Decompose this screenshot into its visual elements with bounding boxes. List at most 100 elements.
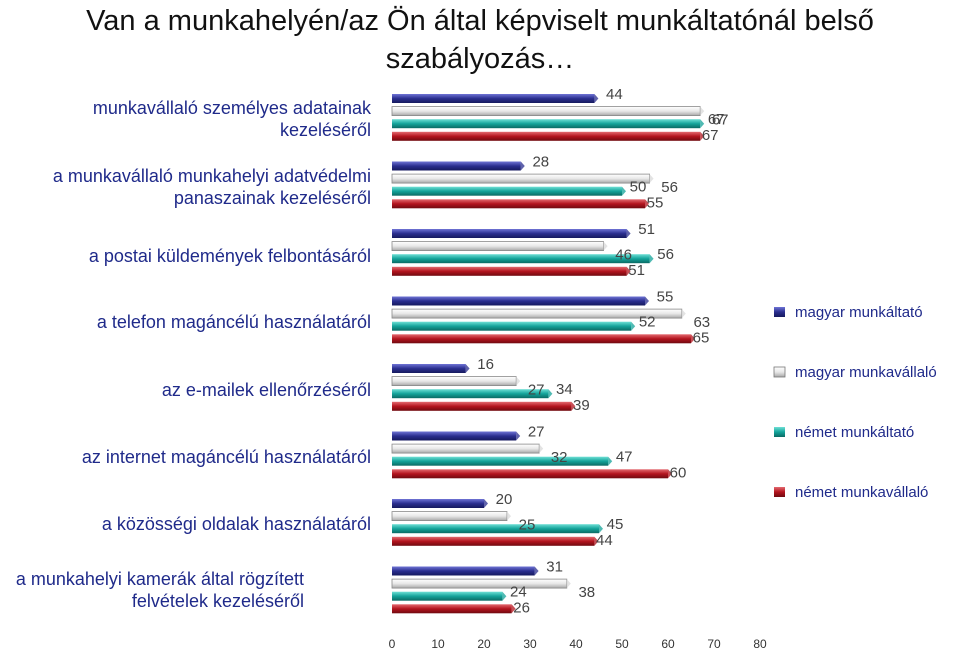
category-label: a telefon magáncélú használatáról	[97, 312, 371, 332]
bar-cap	[691, 334, 695, 344]
data-label: 60	[670, 464, 687, 481]
data-label: 16	[477, 356, 494, 373]
bar	[392, 604, 512, 614]
data-label: 39	[573, 397, 590, 414]
bar-cap	[631, 321, 636, 331]
bar-cap	[548, 389, 553, 399]
bar	[392, 254, 650, 264]
data-label: 67	[712, 112, 729, 129]
bar-cap	[465, 364, 470, 373]
bar-cap	[700, 106, 705, 116]
data-label: 31	[546, 559, 563, 576]
bar-cap	[603, 241, 608, 251]
data-label: 67	[702, 127, 719, 144]
legend-label: német munkavállaló	[795, 484, 928, 501]
legend-swatch	[774, 427, 785, 437]
bar-cap	[622, 186, 626, 196]
data-label: 46	[615, 247, 632, 264]
data-label: 34	[556, 381, 573, 398]
bar-cap	[594, 94, 599, 103]
data-label: 55	[647, 194, 664, 211]
chart-title: Van a munkahelyén/az Ön által képviselt …	[86, 5, 874, 75]
bar	[392, 266, 627, 276]
bar-cap	[608, 456, 613, 466]
bar-cap	[626, 229, 631, 238]
data-label: 51	[628, 262, 645, 279]
x-tick-label: 20	[477, 637, 491, 651]
bar	[392, 431, 517, 441]
bar	[392, 334, 691, 344]
category-label: munkavállaló személyes adatainak kezelésé…	[93, 98, 372, 140]
bar	[392, 364, 466, 373]
data-label: 28	[532, 154, 549, 171]
bar-cap	[566, 579, 571, 589]
data-label: 20	[496, 491, 513, 508]
bar	[391, 106, 701, 116]
data-label: 24	[510, 584, 527, 601]
bar-cap	[668, 469, 672, 479]
bar-cap	[571, 401, 576, 411]
bar-cap	[700, 131, 705, 141]
bar-cap	[700, 119, 705, 129]
bar-cap	[507, 511, 511, 521]
bar-cap	[484, 499, 488, 508]
bar	[392, 199, 645, 209]
bar	[391, 376, 517, 387]
category-label: az internet magáncélú használatáról	[82, 447, 371, 467]
bar	[392, 401, 572, 411]
legend-swatch	[773, 366, 786, 378]
bar-cap	[645, 296, 649, 306]
x-tick-label: 70	[707, 637, 721, 651]
data-label: 32	[551, 449, 568, 466]
legend-label: magyar munkavállaló	[795, 364, 937, 381]
data-label: 63	[693, 314, 710, 331]
data-label: 27	[528, 382, 545, 399]
x-tick-label: 0	[389, 637, 396, 651]
bar-cap	[539, 444, 544, 454]
bar-cap	[681, 309, 686, 319]
bar	[392, 536, 595, 546]
bar	[392, 456, 609, 466]
bar	[392, 389, 549, 399]
data-label: 55	[657, 289, 674, 306]
x-tick-label: 30	[523, 637, 537, 651]
data-label: 65	[693, 329, 710, 346]
data-label: 25	[519, 517, 536, 534]
legend-swatch	[774, 487, 785, 497]
bar-cap	[599, 524, 603, 534]
bar-cap	[626, 266, 631, 276]
legend-swatch	[774, 307, 785, 317]
data-label: 45	[607, 516, 624, 533]
bar	[392, 296, 645, 306]
data-label: 44	[606, 86, 623, 103]
data-label: 26	[513, 599, 530, 616]
data-label: 52	[639, 314, 656, 331]
category-label: a postai küldemények felbontásáról	[89, 246, 371, 266]
bar-cap	[520, 161, 525, 171]
bar	[392, 94, 595, 103]
bar	[391, 578, 568, 589]
bar-cap	[649, 254, 654, 264]
bar	[392, 119, 701, 129]
bar-cap	[516, 431, 521, 441]
data-label: 56	[657, 246, 674, 263]
category-label: az e-mailek ellenőrzéséről	[162, 380, 371, 400]
bar	[392, 186, 622, 196]
x-tick-label: 50	[615, 637, 629, 651]
bar	[391, 443, 540, 454]
legend-label: német munkáltató	[795, 424, 914, 441]
x-tick-label: 10	[431, 637, 445, 651]
bar	[392, 321, 632, 331]
data-label: 27	[528, 424, 545, 441]
bar	[391, 241, 605, 252]
data-label: 51	[638, 221, 655, 238]
bar-cap	[645, 199, 649, 209]
data-label: 47	[616, 449, 633, 466]
bar-cap	[594, 536, 599, 546]
bar	[391, 173, 651, 184]
category-label: a munkahelyi kamerák által rögzített felv…	[16, 569, 304, 611]
bar	[392, 161, 521, 171]
bar	[392, 591, 503, 601]
category-label: a munkavállaló munkahelyi adatvédelmi pan…	[53, 166, 371, 208]
bar	[392, 131, 701, 141]
